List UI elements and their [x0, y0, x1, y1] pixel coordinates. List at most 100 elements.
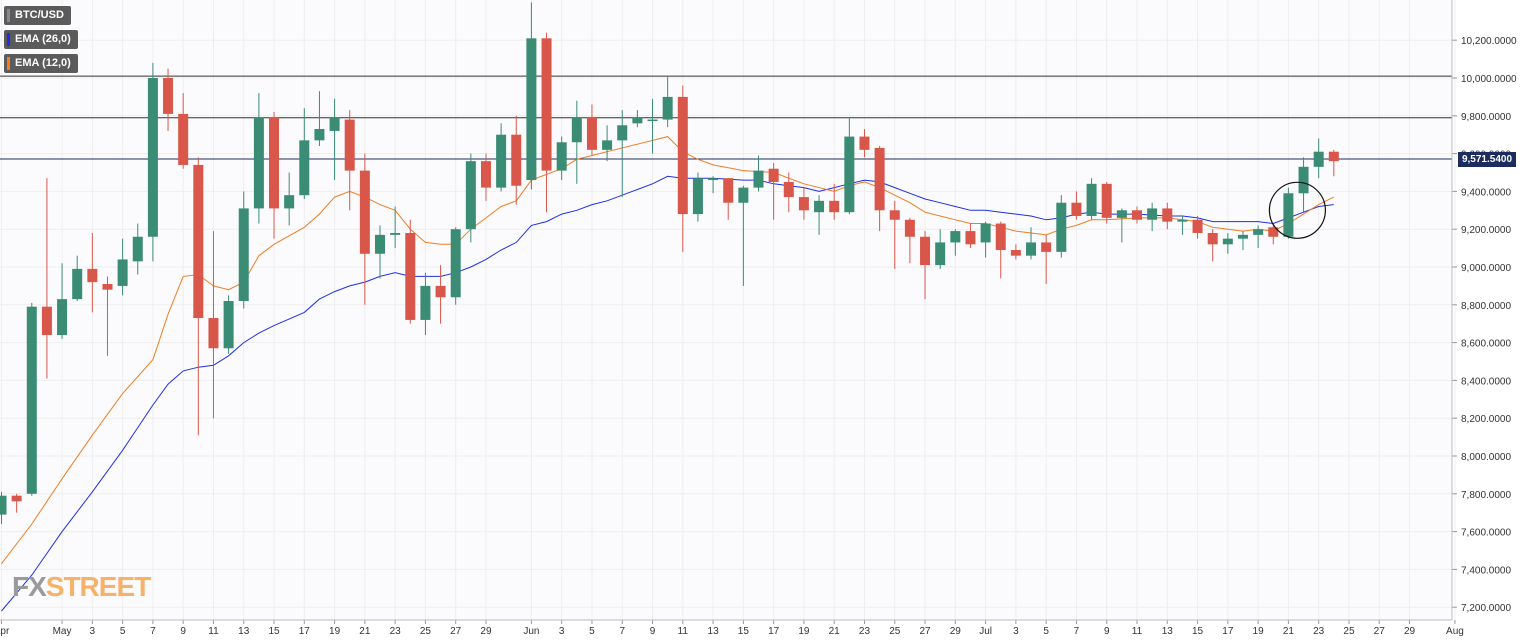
candle-body: [299, 140, 310, 196]
x-tick-label: 21: [359, 626, 371, 637]
x-tick-label: 11: [678, 626, 689, 637]
candle: [1313, 138, 1324, 179]
candle: [571, 100, 582, 184]
candle-body: [935, 242, 946, 266]
candle-body: [738, 187, 749, 203]
candle: [0, 491, 7, 525]
candle-body: [102, 284, 113, 290]
candle: [511, 115, 522, 205]
ema12-swatch-icon: [7, 57, 10, 70]
x-tick-label: 27: [450, 626, 462, 637]
logo-street-text: STREET: [45, 571, 151, 602]
candle-body: [586, 117, 597, 150]
candle-body: [814, 200, 825, 213]
candle: [57, 263, 68, 339]
candle: [874, 146, 885, 232]
candle-body: [1101, 183, 1112, 218]
x-tick-label: 23: [859, 626, 871, 637]
y-tick-label: 8,600.0000: [1461, 339, 1511, 350]
legend-ema12[interactable]: EMA (12,0): [4, 54, 78, 73]
candle-body: [344, 119, 355, 171]
candle: [920, 231, 931, 300]
candle: [284, 172, 295, 226]
x-tick-label: 23: [390, 626, 402, 637]
candle: [829, 183, 840, 220]
candle-body: [132, 236, 143, 262]
legend-symbol-label: BTC/USD: [15, 9, 64, 21]
candle: [1116, 208, 1127, 243]
x-tick-label: 19: [798, 626, 810, 637]
candle: [132, 223, 143, 275]
symbol-swatch-icon: [7, 9, 10, 22]
candle-body: [889, 210, 900, 220]
candle: [692, 172, 703, 222]
x-tick-label: May: [53, 626, 72, 637]
x-tick-label: 25: [889, 626, 901, 637]
x-tick-label: 25: [1343, 626, 1355, 637]
candle: [390, 206, 401, 249]
legend-ema26-label: EMA (26,0): [15, 33, 71, 45]
x-tick-label: 25: [420, 626, 432, 637]
candle-body: [783, 181, 794, 198]
candle-body: [223, 301, 234, 349]
candle: [632, 110, 643, 128]
candle: [269, 112, 280, 239]
candle: [844, 117, 855, 215]
annotations: [1268, 181, 1327, 239]
candle: [1207, 229, 1218, 262]
x-tick-label: 5: [589, 626, 595, 637]
candle: [87, 232, 98, 313]
candle: [299, 108, 310, 199]
candle: [480, 153, 491, 201]
candle-body: [1116, 210, 1127, 218]
candle: [541, 32, 552, 213]
candle-body: [556, 142, 567, 171]
candle-body: [980, 223, 991, 243]
candle-body: [798, 197, 809, 211]
x-tick-label: Aug: [1446, 626, 1464, 637]
candle: [314, 91, 325, 147]
x-tick-label: 9: [180, 626, 186, 637]
x-tick-label: 9: [1104, 626, 1110, 637]
candle-body: [859, 136, 870, 150]
candle-body: [1147, 208, 1158, 220]
candle-body: [677, 96, 688, 215]
candle: [1222, 232, 1233, 254]
plot-background: [0, 0, 1452, 620]
candle: [1071, 191, 1082, 220]
highlight-circle: [1268, 181, 1327, 239]
candle-body: [1056, 202, 1067, 252]
candle-body: [904, 219, 915, 237]
candle-body: [450, 229, 461, 298]
candle-body: [753, 170, 764, 188]
candle: [405, 219, 416, 324]
candle-body: [72, 268, 83, 300]
legend-ema26[interactable]: EMA (26,0): [4, 30, 78, 49]
x-tick-label: 13: [708, 626, 720, 637]
candle-body: [26, 306, 37, 494]
candle: [163, 68, 174, 131]
x-tick-label: 13: [1162, 626, 1174, 637]
candle-body: [844, 136, 855, 213]
candle-body: [253, 117, 264, 209]
candle: [435, 265, 446, 324]
x-tick-label: 19: [1253, 626, 1265, 637]
candle-body: [87, 268, 98, 283]
candle-body: [284, 195, 295, 209]
candle-body: [178, 113, 189, 165]
candle: [1147, 202, 1158, 232]
candle-body: [1283, 193, 1294, 237]
y-tick-label: 9,800.0000: [1461, 112, 1511, 123]
candle: [1026, 227, 1037, 260]
candle: [253, 93, 264, 224]
candle-body: [950, 231, 961, 243]
candle-body: [874, 147, 885, 211]
x-tick-label: 29: [480, 626, 492, 637]
candle: [41, 178, 52, 379]
candle-body: [208, 318, 219, 349]
legend-symbol[interactable]: BTC/USD: [4, 6, 71, 25]
candle-body: [1086, 183, 1097, 216]
candle: [223, 295, 234, 354]
candle: [193, 157, 204, 436]
